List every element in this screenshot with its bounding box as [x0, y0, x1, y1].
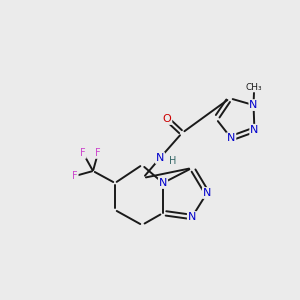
Text: F: F [72, 171, 78, 181]
Text: N: N [203, 188, 211, 198]
Text: O: O [163, 114, 171, 124]
Text: N: N [250, 125, 259, 135]
Text: N: N [188, 212, 196, 222]
Text: N: N [159, 178, 167, 188]
Text: CH₃: CH₃ [246, 82, 262, 91]
Text: N: N [156, 153, 164, 163]
Text: N: N [227, 133, 236, 143]
Text: F: F [80, 148, 86, 158]
Text: N: N [249, 100, 258, 110]
Text: F: F [95, 148, 101, 158]
Text: H: H [169, 156, 177, 166]
